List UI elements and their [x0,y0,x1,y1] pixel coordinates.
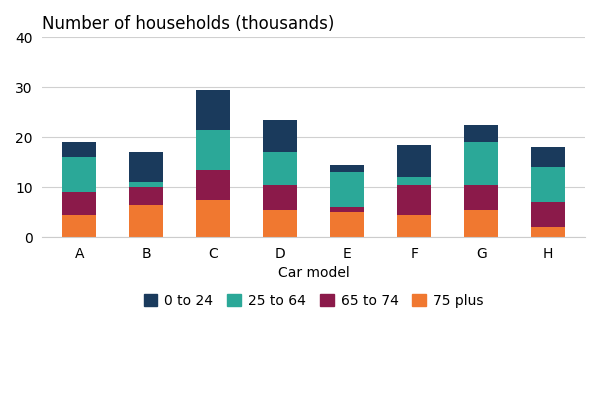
Bar [331,212,364,237]
Bar [196,200,230,237]
Bar [397,215,431,237]
Bar [397,145,431,177]
Bar [62,157,96,192]
Bar [62,142,96,157]
Bar [263,210,297,237]
Text: Number of households (thousands): Number of households (thousands) [43,15,335,33]
Bar [130,182,163,187]
Bar [130,187,163,205]
Bar [464,210,498,237]
X-axis label: Car model: Car model [278,266,350,280]
Bar [532,227,565,237]
Bar [62,192,96,215]
Legend: 0 to 24, 25 to 64, 65 to 74, 75 plus: 0 to 24, 25 to 64, 65 to 74, 75 plus [138,288,490,313]
Bar [464,185,498,210]
Bar [464,142,498,185]
Bar [196,90,230,130]
Bar [263,152,297,185]
Bar [532,167,565,202]
Bar [397,185,431,215]
Bar [263,185,297,210]
Bar [532,147,565,167]
Bar [130,152,163,182]
Bar [331,207,364,212]
Bar [532,202,565,227]
Bar [397,177,431,185]
Bar [331,165,364,172]
Bar [464,125,498,142]
Bar [196,130,230,170]
Bar [196,170,230,200]
Bar [331,172,364,207]
Bar [62,215,96,237]
Bar [130,205,163,237]
Bar [263,120,297,152]
